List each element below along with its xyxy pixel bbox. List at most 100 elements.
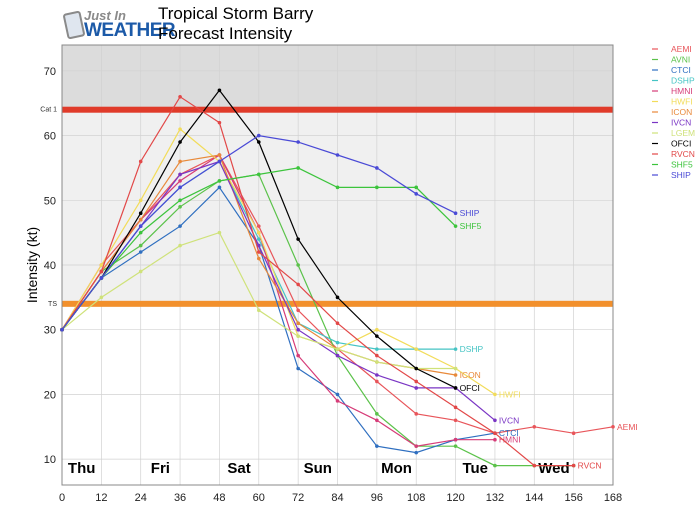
data-point — [217, 120, 222, 125]
data-point — [178, 94, 182, 99]
data-point — [256, 172, 261, 177]
data-point — [138, 217, 143, 222]
y-tick-label: 50 — [44, 195, 56, 207]
x-tick-label: 0 — [59, 492, 65, 504]
data-point — [335, 153, 340, 157]
data-point — [453, 418, 458, 423]
y-tick-label: 70 — [44, 66, 56, 78]
x-tick-label: 84 — [331, 492, 343, 504]
plot-frame — [61, 44, 614, 486]
data-point — [256, 243, 261, 248]
x-tick-label: 60 — [253, 492, 265, 504]
legend-entry: IVCN — [671, 118, 691, 128]
data-point — [256, 250, 261, 254]
data-point — [375, 166, 379, 170]
day-label: Wed — [538, 460, 569, 477]
legend-entry: CTCI — [671, 65, 691, 75]
data-point — [335, 347, 340, 351]
x-tick-label: 48 — [213, 492, 225, 504]
data-point — [217, 159, 222, 164]
data-point — [178, 127, 182, 131]
data-point — [217, 179, 222, 183]
data-point — [296, 237, 300, 241]
title-line-2: Forecast Intensity — [158, 24, 293, 43]
data-point — [138, 269, 143, 274]
data-point — [571, 431, 576, 436]
day-label: Sat — [227, 460, 250, 477]
threshold-label: Cat 1 — [40, 107, 57, 114]
data-point — [256, 237, 261, 241]
x-tick-label: 120 — [446, 492, 464, 504]
series-end-label: RVCN — [578, 461, 602, 471]
data-point — [335, 340, 340, 345]
data-point — [256, 230, 261, 235]
data-point — [414, 347, 419, 351]
x-tick-label: 132 — [486, 492, 504, 504]
data-point — [99, 276, 104, 280]
data-point — [178, 198, 182, 203]
data-point — [217, 88, 222, 93]
series-line — [61, 95, 574, 467]
x-tick-label: 144 — [525, 492, 543, 504]
data-point — [493, 392, 497, 397]
data-point — [493, 431, 497, 436]
chart-title: Tropical Storm Barry Forecast Intensity — [158, 4, 313, 44]
x-tick-label: 96 — [371, 492, 383, 504]
data-point — [256, 133, 261, 138]
data-point — [296, 263, 300, 267]
legend-entry: DSHP — [671, 76, 695, 86]
data-point — [217, 185, 222, 190]
data-point — [296, 140, 300, 144]
data-point — [138, 250, 143, 254]
x-tick-label: 12 — [95, 492, 107, 504]
series-end-label: ICON — [460, 370, 481, 380]
data-point — [375, 334, 379, 338]
logo-text-top: Just In — [84, 8, 126, 23]
data-point — [256, 308, 261, 313]
y-tick-label: 60 — [44, 131, 56, 143]
series-rvcn: RVCN — [60, 94, 602, 471]
data-point — [178, 159, 182, 164]
series-end-label: HWFI — [499, 389, 521, 399]
logo-text-bottom: WEATHER — [84, 20, 176, 41]
x-tick-label: 156 — [564, 492, 582, 504]
series-end-label: DSHP — [460, 344, 484, 354]
data-point — [335, 399, 340, 403]
x-tick-label: 168 — [604, 492, 622, 504]
data-point — [375, 360, 379, 364]
data-point — [611, 424, 615, 429]
legend-entry: AVNI — [671, 55, 690, 65]
data-point — [414, 185, 419, 190]
data-point — [178, 172, 182, 177]
data-point — [335, 392, 340, 397]
data-point — [296, 327, 300, 332]
series-end-label: OFCI — [460, 383, 480, 393]
data-point — [414, 386, 419, 390]
series-line — [61, 128, 496, 395]
day-label: Tue — [462, 460, 488, 477]
data-point — [138, 198, 143, 203]
series-ofci: OFCI — [60, 88, 480, 393]
logo: Just In WEATHER — [62, 8, 176, 42]
data-point — [335, 321, 340, 326]
data-point — [414, 379, 419, 384]
data-point — [532, 424, 537, 429]
data-point — [138, 230, 143, 235]
day-label: Thu — [68, 460, 96, 477]
data-point — [453, 386, 458, 390]
data-point — [453, 347, 458, 351]
day-label: Fri — [151, 460, 170, 477]
legend-entry: AEMI — [671, 44, 692, 54]
data-point — [453, 444, 458, 448]
data-point — [375, 185, 379, 190]
threshold-line — [62, 106, 613, 113]
data-point — [414, 366, 419, 371]
legend-entry: ICON — [671, 107, 692, 117]
data-point — [296, 282, 300, 287]
threshold-line — [62, 300, 613, 307]
data-point — [375, 418, 379, 423]
data-point — [335, 295, 340, 300]
data-point — [217, 153, 222, 157]
data-point — [414, 444, 419, 448]
data-point — [532, 463, 537, 468]
